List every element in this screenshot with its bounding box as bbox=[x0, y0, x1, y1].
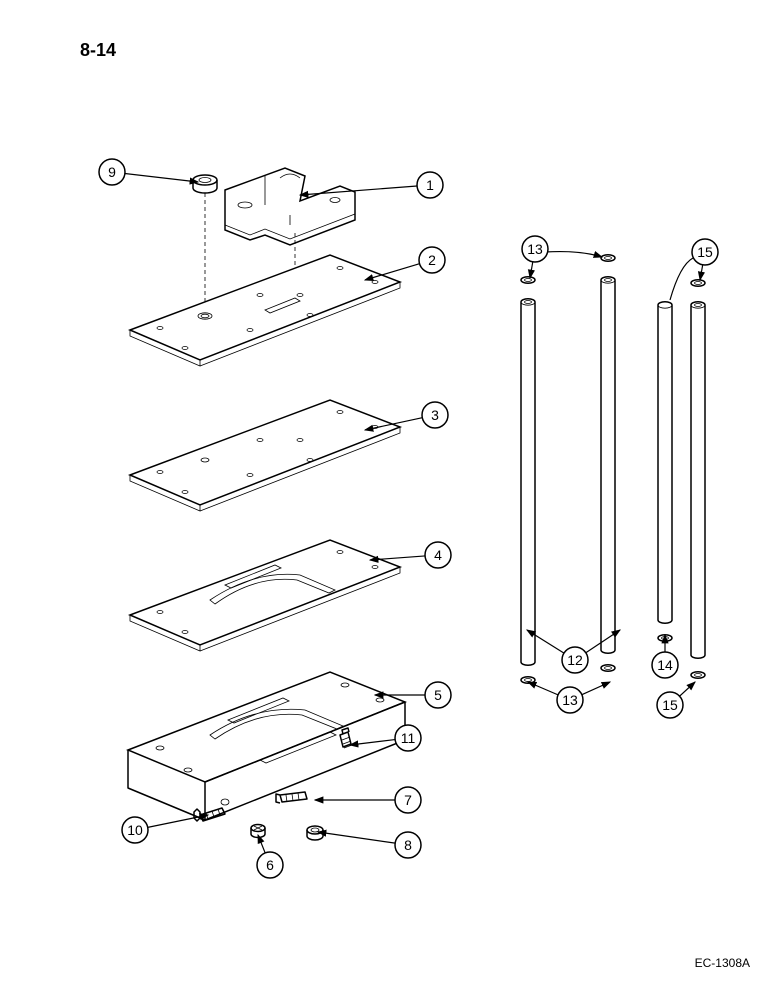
leader-8 bbox=[318, 832, 395, 843]
leader-11 bbox=[350, 740, 395, 745]
callout-label-10: 10 bbox=[127, 822, 143, 838]
callout-label-2: 2 bbox=[428, 252, 436, 268]
callout-label-3: 3 bbox=[431, 407, 439, 423]
callout-label-5: 5 bbox=[434, 687, 442, 703]
callout-label-13b: 13 bbox=[562, 692, 578, 708]
callout-label-14: 14 bbox=[657, 657, 673, 673]
part-plate-3 bbox=[130, 400, 400, 511]
leader-13-ext bbox=[545, 252, 602, 257]
part-plug-8 bbox=[307, 826, 323, 840]
part-plate-4 bbox=[130, 540, 400, 651]
callout-label-1: 1 bbox=[426, 177, 434, 193]
part-plate-2 bbox=[130, 255, 400, 366]
callout-label-4: 4 bbox=[434, 547, 442, 563]
part-tube-14 bbox=[658, 302, 672, 623]
part-knob bbox=[193, 175, 217, 193]
leader-9 bbox=[125, 174, 198, 182]
part-valve-body bbox=[225, 168, 355, 245]
leader-15-ext bbox=[670, 258, 693, 300]
part-washer-15-top bbox=[691, 280, 705, 286]
callout-label-15b: 15 bbox=[662, 697, 678, 713]
part-screw-7 bbox=[276, 792, 307, 803]
callout-label-8: 8 bbox=[404, 837, 412, 853]
callout-label-11: 11 bbox=[401, 730, 416, 746]
leader-1 bbox=[300, 186, 417, 195]
part-tube-12-left bbox=[521, 299, 535, 665]
callout-label-7: 7 bbox=[404, 792, 412, 808]
callout-label-15: 15 bbox=[697, 244, 713, 260]
callout-label-13: 13 bbox=[527, 241, 543, 257]
callout-label-9: 9 bbox=[108, 164, 116, 180]
callout-label-6: 6 bbox=[266, 857, 274, 873]
leader-15 bbox=[700, 265, 703, 280]
leader-15b bbox=[680, 682, 695, 696]
leader-10 bbox=[148, 815, 208, 827]
callout-label-12: 12 bbox=[567, 652, 583, 668]
leader-13 bbox=[530, 262, 533, 278]
part-washer-15-bot bbox=[691, 672, 705, 678]
part-tube-right bbox=[691, 302, 705, 658]
leader-13b bbox=[528, 682, 558, 695]
leader-13b-b bbox=[582, 682, 610, 695]
exploded-diagram: 1234567891011121313141515 bbox=[0, 0, 780, 1000]
part-tube-12-mid bbox=[601, 277, 615, 653]
